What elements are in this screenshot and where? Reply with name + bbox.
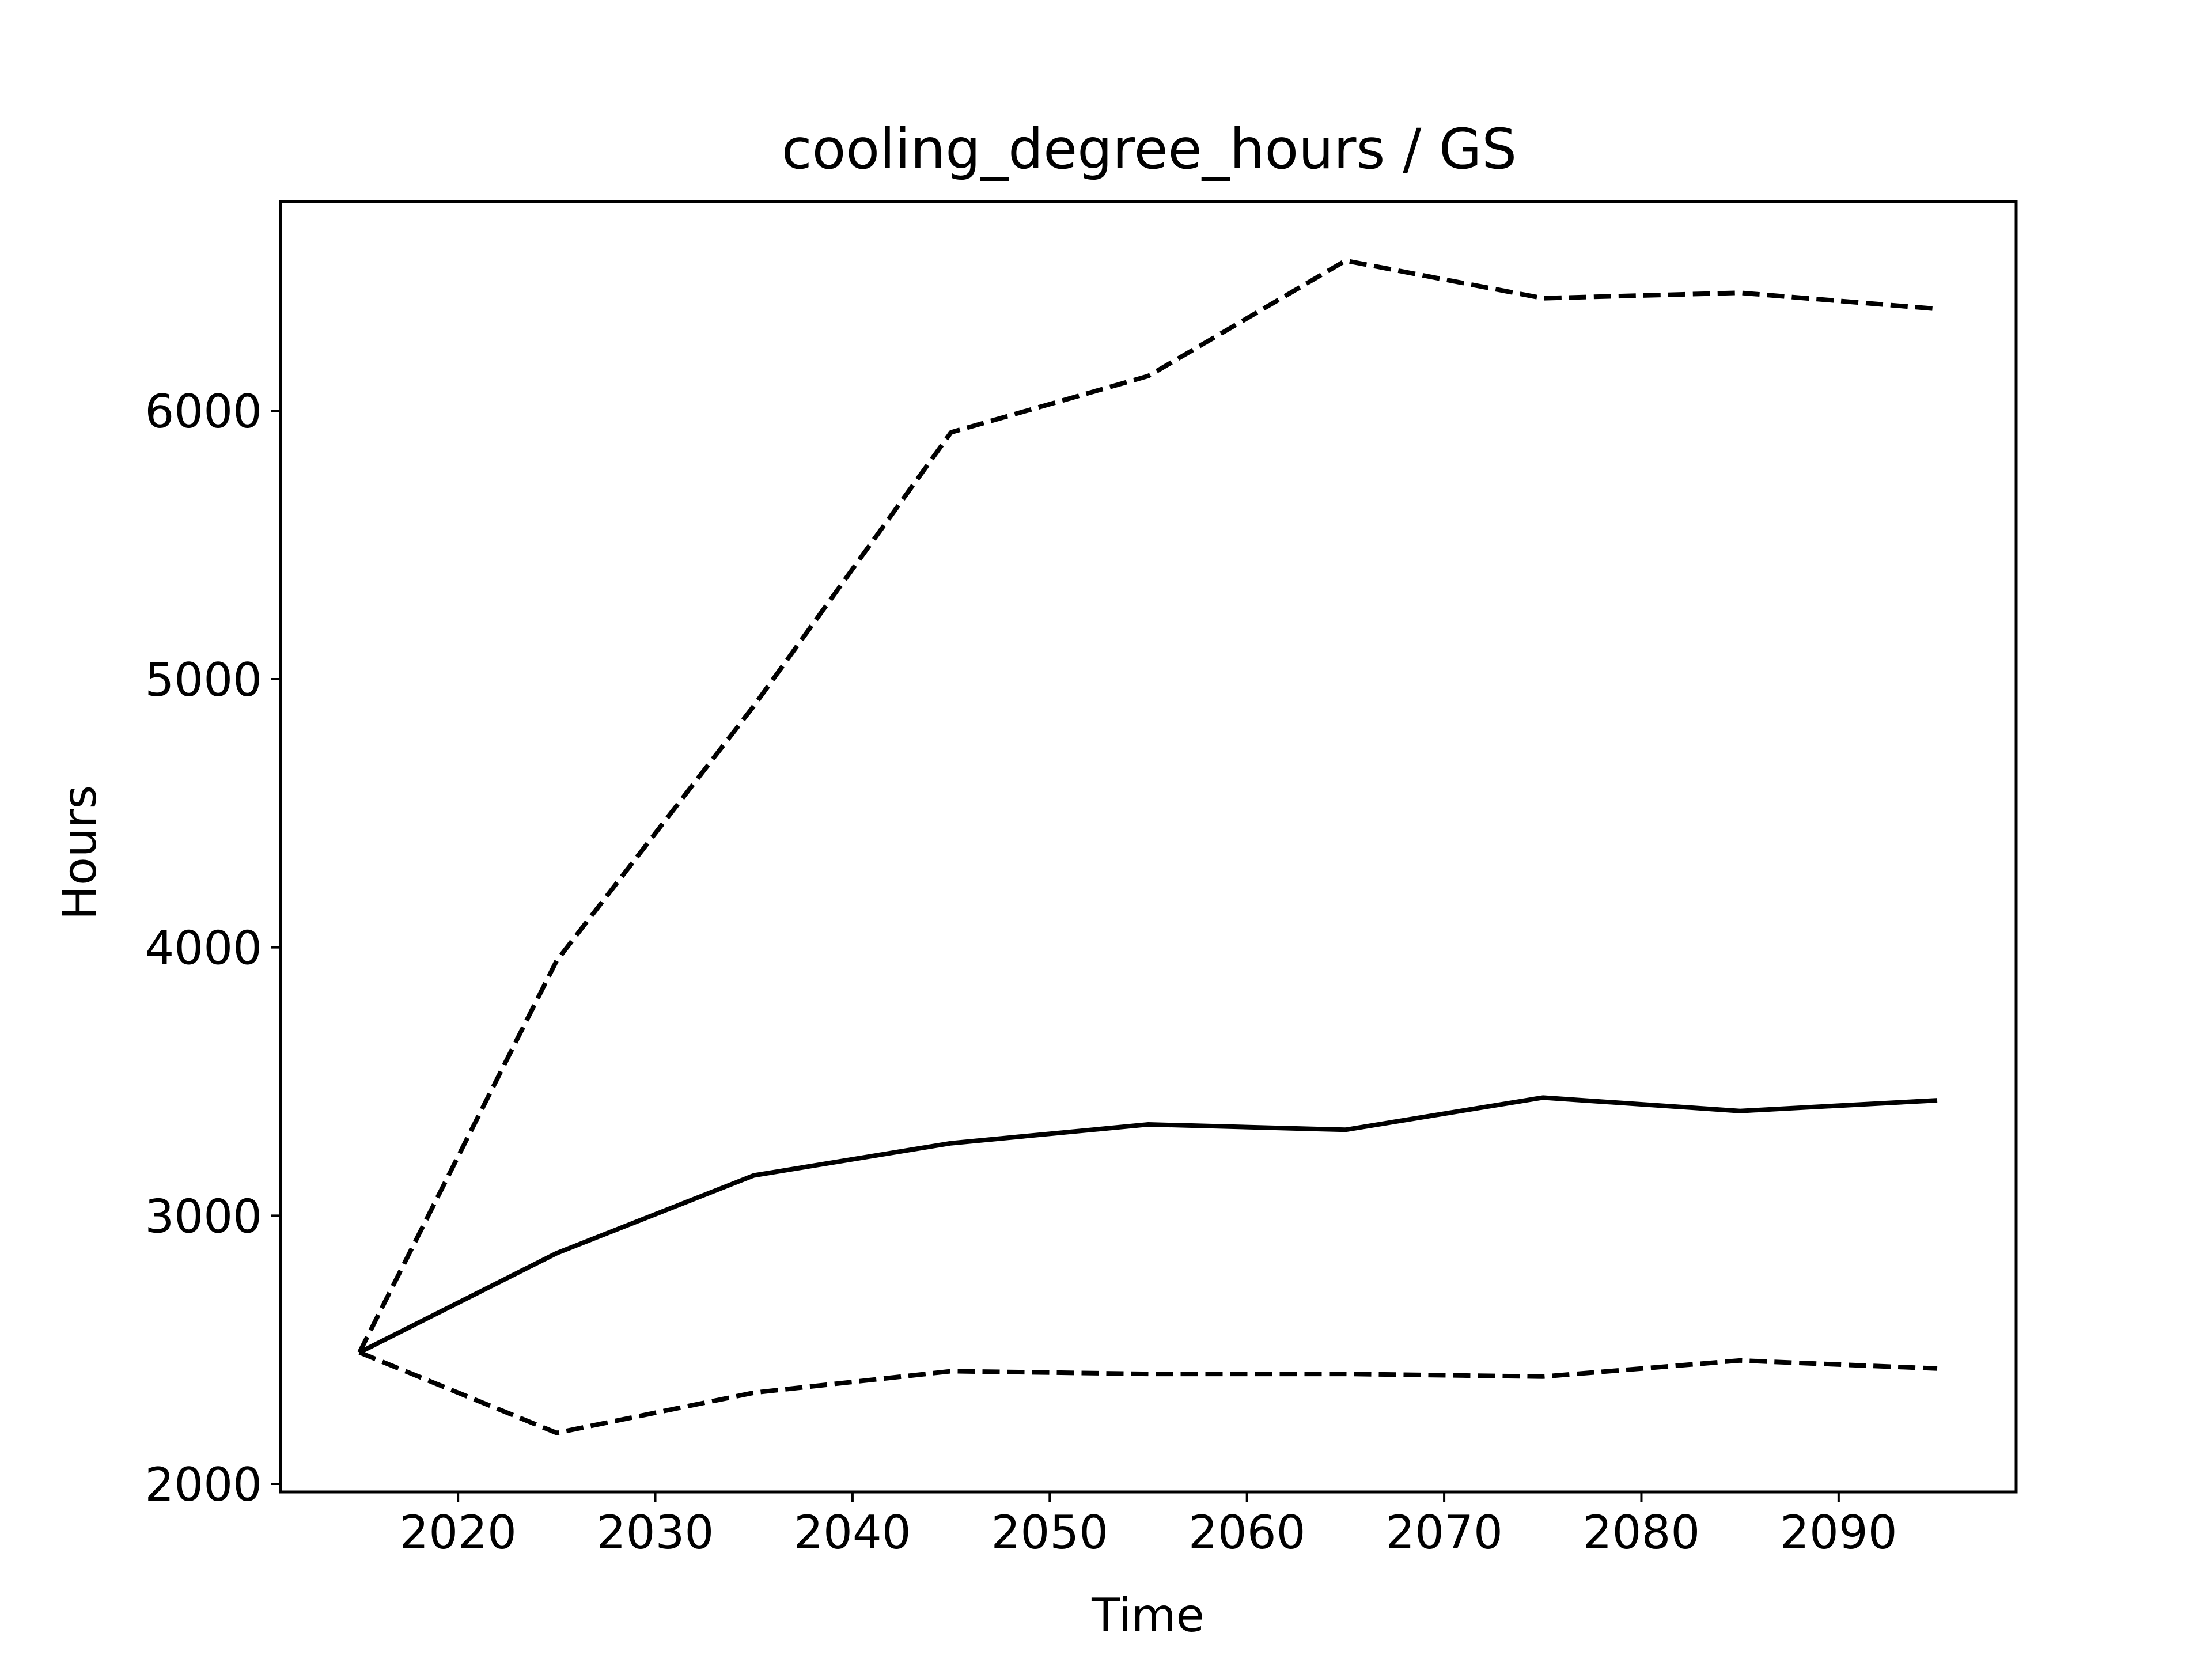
- x-tick-label: 2030: [597, 1506, 714, 1559]
- y-tick-label: 2000: [145, 1458, 262, 1512]
- y-axis-label: Hours: [53, 785, 107, 920]
- y-tick-label: 3000: [145, 1190, 262, 1243]
- x-tick-label: 2050: [991, 1506, 1109, 1559]
- y-axis-ticks: 2000 3000 4000 5000 6000: [145, 385, 281, 1512]
- x-tick-label: 2070: [1385, 1506, 1503, 1559]
- x-tick-label: 2020: [399, 1506, 517, 1559]
- series-line-1: [357, 258, 1938, 1354]
- series-line-2: [358, 1095, 1938, 1355]
- x-tick-label: 2080: [1583, 1506, 1700, 1559]
- x-axis-label: Time: [1091, 1589, 1205, 1642]
- series-line-3: [358, 1350, 1938, 1435]
- y-tick-label: 4000: [145, 922, 262, 975]
- y-tick-label: 6000: [145, 385, 262, 438]
- x-tick-label: 2040: [794, 1506, 911, 1559]
- series-layer: [357, 258, 1938, 1435]
- y-tick-label: 5000: [145, 653, 262, 707]
- x-tick-label: 2090: [1780, 1506, 1897, 1559]
- plot-area-frame: [279, 200, 2018, 1494]
- x-tick-label: 2060: [1188, 1506, 1306, 1559]
- x-axis-ticks: 2020 2030 2040 2050 2060 2070 2080 2090: [399, 1492, 1897, 1559]
- chart-title: cooling_degree_hours / GS: [782, 117, 1517, 181]
